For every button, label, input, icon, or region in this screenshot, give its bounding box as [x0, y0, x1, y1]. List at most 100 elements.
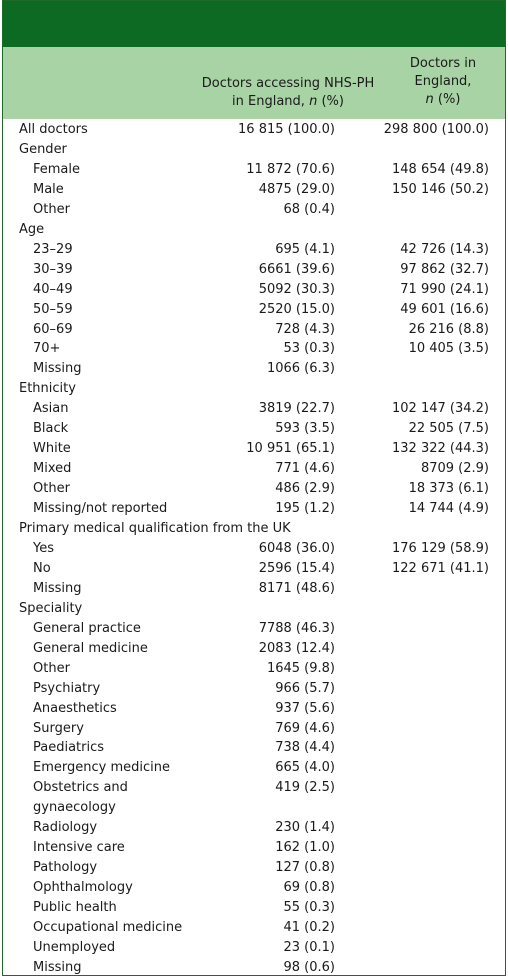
row-label: All doctors [19, 122, 88, 137]
nhs-ph-value: 68 (0.4) [283, 201, 336, 217]
nhs-ph-value: 2083 (12.4) [258, 640, 335, 656]
table-row: Ethnicity [3, 379, 505, 399]
row-label: Gender [19, 141, 67, 157]
table-row: Other 1645 (9.8) [3, 659, 505, 679]
table-row: Missing/not reported 195 (1.2) 14 744 (4.9… [3, 499, 505, 519]
table-row: Female 11 872 (70.6) 148 654 (49.8) [3, 160, 505, 180]
nhs-ph-value: 162 (1.0) [275, 840, 335, 856]
table-row: Intensive care 162 (1.0) [3, 838, 505, 858]
nhs-ph-value: 7788 (46.3) [258, 620, 335, 636]
england-value: 49 601 (16.6) [400, 301, 489, 317]
nhs-ph-value: 55 (0.3) [283, 900, 336, 916]
col-header-nhs-ph-line2: in England, n (%) [232, 94, 344, 109]
row-label: Other [33, 660, 70, 676]
row-label: Female [33, 161, 81, 177]
nhs-ph-value: 8171 (48.6) [258, 580, 335, 596]
row-label: Missing/not reported [33, 501, 168, 517]
row-label: Other [33, 481, 70, 497]
nhs-ph-value: 11 872 (70.6) [246, 161, 335, 177]
table-row: 30–39 6661 (39.6) 97 862 (32.7) [3, 260, 505, 280]
row-label: Mixed [33, 461, 72, 477]
nhs-ph-value: 2596 (15.4) [258, 560, 335, 576]
england-value: 97 862 (32.7) [400, 261, 489, 277]
nhs-ph-value: 593 (3.5) [275, 421, 335, 437]
table-row: 60–69 728 (4.3) 26 216 (8.8) [3, 320, 505, 340]
col-header-nhs-ph: Doctors accessing NHS-PH in England, n (… [193, 75, 383, 111]
table-header: Doctors accessing NHS-PH in England, n (… [3, 47, 505, 119]
nhs-ph-value: 966 (5.7) [275, 680, 335, 696]
table-row: Public health 55 (0.3) [3, 898, 505, 918]
nhs-ph-value: 1066 (6.3) [266, 361, 335, 377]
nhs-ph-value: 230 (1.4) [275, 820, 335, 836]
row-label: Occupational medicine [33, 920, 183, 935]
table-row: Other 486 (2.9) 18 373 (6.1) [3, 479, 505, 499]
nhs-ph-value: 23 (0.1) [283, 939, 336, 955]
row-label-continuation: gynaecology [33, 800, 116, 816]
nhs-ph-value: 2520 (15.0) [258, 301, 335, 317]
table-row: Gender [3, 140, 505, 160]
nhs-ph-value: 6661 (39.6) [258, 261, 335, 277]
nhs-ph-value: 5092 (30.3) [258, 281, 335, 297]
nhs-ph-value: 769 (4.6) [275, 720, 335, 736]
row-label: General practice [33, 620, 141, 636]
nhs-ph-value: 1645 (9.8) [266, 660, 335, 676]
nhs-ph-value: 695 (4.1) [275, 241, 335, 257]
table-row: Missing 98 (0.6) [3, 958, 505, 978]
nhs-ph-value: 486 (2.9) [275, 481, 335, 497]
table-row: General medicine 2083 (12.4) [3, 639, 505, 659]
row-label: Radiology [33, 820, 98, 836]
table-row: 50–59 2520 (15.0) 49 601 (16.6) [3, 300, 505, 320]
row-label: Other [33, 201, 70, 217]
row-label: Anaesthetics [33, 700, 117, 716]
row-label: Intensive care [33, 840, 125, 856]
nhs-ph-value: 127 (0.8) [275, 860, 335, 876]
england-value: 14 744 (4.9) [408, 501, 489, 517]
row-label: 23–29 [33, 241, 73, 257]
england-value: 148 654 (49.8) [392, 161, 489, 177]
row-label: White [33, 441, 71, 457]
table-row: Speciality [3, 599, 505, 619]
nhs-ph-value: 665 (4.0) [275, 760, 335, 776]
table-row: 70+ 53 (0.3) 10 405 (3.5) [3, 339, 505, 359]
table-row: Black 593 (3.5) 22 505 (7.5) [3, 419, 505, 439]
table-row: Radiology 230 (1.4) [3, 818, 505, 838]
table-row: Emergency medicine 665 (4.0) [3, 758, 505, 778]
row-label: Asian [33, 401, 69, 417]
col-header-nhs-ph-line1: Doctors accessing NHS-PH [201, 76, 375, 91]
row-label: No [33, 560, 51, 576]
row-label: Yes [33, 540, 54, 556]
table-row: Surgery 769 (4.6) [3, 719, 505, 739]
row-label: Missing [33, 959, 82, 975]
england-value: 122 671 (41.1) [392, 560, 489, 576]
table-row: Occupational medicine 41 (0.2) [3, 918, 505, 938]
row-label: Age [19, 221, 45, 237]
table-row: Obstetrics and 419 (2.5) gynaecology [3, 778, 505, 815]
nhs-ph-value: 738 (4.4) [275, 740, 335, 756]
nhs-ph-value: 3819 (22.7) [258, 401, 335, 417]
row-label: Obstetrics and [33, 780, 128, 796]
row-label: 70+ [33, 341, 61, 357]
table-row: Missing 8171 (48.6) [3, 579, 505, 599]
row-label: Emergency medicine [33, 760, 170, 776]
england-value: 8709 (2.9) [420, 461, 489, 477]
row-label: 30–39 [33, 261, 73, 277]
table-row: Pathology 127 (0.8) [3, 858, 505, 878]
england-value: 298 800 (100.0) [383, 122, 489, 137]
row-label: Psychiatry [33, 680, 101, 696]
row-label: Public health [33, 900, 117, 916]
table-row: General practice 7788 (46.3) [3, 619, 505, 639]
england-value: 132 322 (44.3) [392, 441, 489, 457]
england-value: 26 216 (8.8) [408, 321, 489, 337]
row-label: Missing [33, 580, 82, 596]
row-label: Paediatrics [33, 740, 105, 756]
table-row: Asian 3819 (22.7) 102 147 (34.2) [3, 399, 505, 419]
table-row: Unemployed 23 (0.1) [3, 938, 505, 958]
row-label: Primary medical qualification from the U… [19, 521, 291, 536]
table-row: White 10 951 (65.1) 132 322 (44.3) [3, 439, 505, 459]
row-label: Male [33, 181, 64, 197]
table-row: Primary medical qualification from the U… [3, 519, 505, 539]
row-label: Surgery [33, 720, 84, 736]
nhs-ph-value: 6048 (36.0) [258, 540, 335, 556]
table-row: Mixed 771 (4.6) 8709 (2.9) [3, 459, 505, 479]
